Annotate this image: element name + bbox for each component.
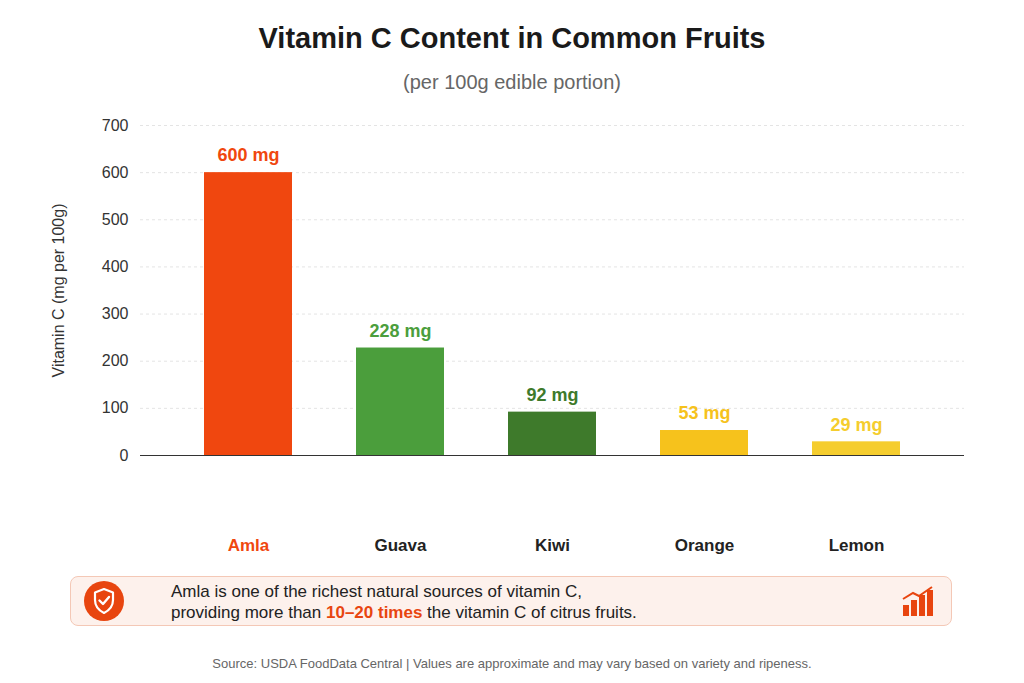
- svg-text:600 mg: 600 mg: [217, 145, 279, 165]
- svg-text:228 mg: 228 mg: [369, 321, 431, 341]
- svg-text:29 mg: 29 mg: [830, 415, 882, 435]
- svg-text:Amla: Amla: [228, 536, 270, 555]
- svg-text:Kiwi: Kiwi: [535, 536, 570, 555]
- svg-text:Guava: Guava: [375, 536, 428, 555]
- svg-text:400: 400: [102, 258, 129, 275]
- svg-text:100: 100: [102, 399, 129, 416]
- html-text:Source: USDA FoodData Central: Source: USDA FoodData Central | Values a…: [212, 656, 812, 671]
- html-text:providing more than 10–20 time: providing more than 10–20 times the vita…: [171, 603, 637, 622]
- svg-text:Vitamin C (mg per 100g): Vitamin C (mg per 100g): [50, 204, 67, 378]
- svg-text:Orange: Orange: [675, 536, 735, 555]
- html-text:Vitamin C Content in Common Fr: Vitamin C Content in Common Fruits: [258, 22, 766, 54]
- svg-text:600: 600: [102, 164, 129, 181]
- html-text:Amla is one of the richest nat: Amla is one of the richest natural sourc…: [171, 582, 582, 601]
- svg-text:500: 500: [102, 211, 129, 228]
- svg-text:0: 0: [120, 447, 129, 464]
- svg-text:300: 300: [102, 305, 129, 322]
- svg-text:200: 200: [102, 352, 129, 369]
- svg-text:92 mg: 92 mg: [526, 385, 578, 405]
- svg-text:700: 700: [102, 117, 129, 134]
- svg-text:Lemon: Lemon: [829, 536, 885, 555]
- html-text:(per 100g edible portion): (per 100g edible portion): [403, 71, 621, 93]
- svg-text:53 mg: 53 mg: [678, 403, 730, 423]
